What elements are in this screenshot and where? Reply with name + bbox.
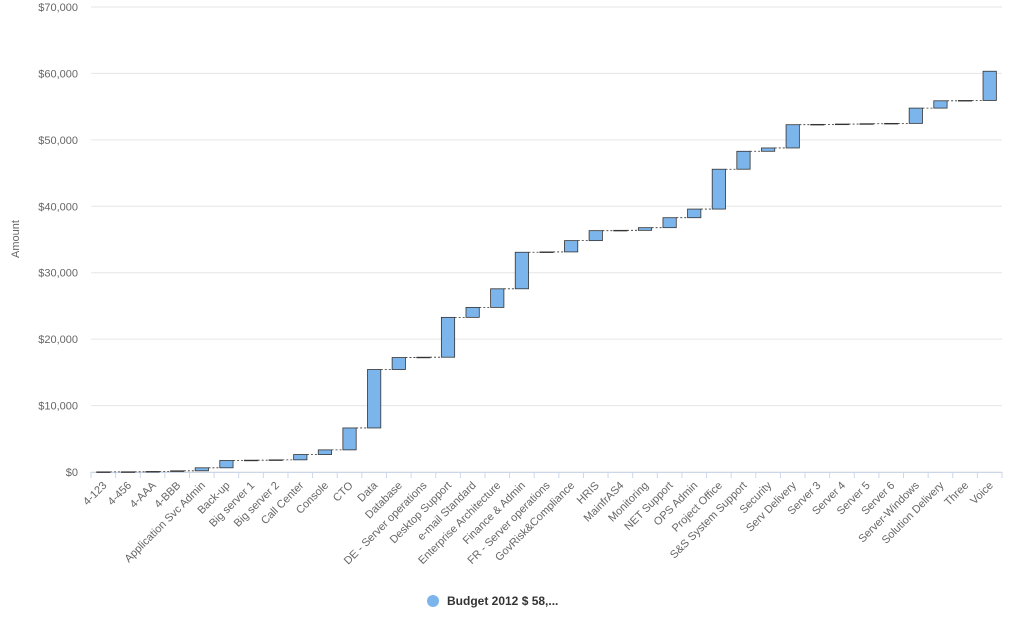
waterfall-bar[interactable] <box>958 100 973 102</box>
bars <box>96 70 997 473</box>
waterfall-bar[interactable] <box>785 124 800 149</box>
x-tick-label: Three <box>942 480 971 509</box>
waterfall-bar[interactable] <box>367 369 382 429</box>
y-tick-label: $0 <box>66 467 78 479</box>
waterfall-bar[interactable] <box>859 123 874 125</box>
y-tick-label: $70,000 <box>38 2 78 14</box>
waterfall-bar[interactable] <box>416 356 431 359</box>
x-tick-label: CTO <box>331 479 356 504</box>
waterfall-bar[interactable] <box>982 70 997 101</box>
waterfall-bar[interactable] <box>145 471 160 473</box>
y-tick-label: $30,000 <box>38 268 78 280</box>
waterfall-bar[interactable] <box>908 107 923 124</box>
waterfall-bar[interactable] <box>194 467 209 472</box>
waterfall-bar[interactable] <box>933 100 948 109</box>
waterfall-bar[interactable] <box>465 306 480 318</box>
waterfall-bar[interactable] <box>514 251 529 290</box>
waterfall-bar[interactable] <box>243 459 259 462</box>
waterfall-bar[interactable] <box>711 168 726 210</box>
waterfall-bar[interactable] <box>810 123 825 126</box>
legend[interactable]: Budget 2012 $ 58,... <box>427 594 558 608</box>
waterfall-bar[interactable] <box>391 357 406 370</box>
legend-label: Budget 2012 $ 58,... <box>447 594 558 608</box>
legend-marker <box>427 595 439 607</box>
waterfall-bar[interactable] <box>317 449 332 455</box>
x-tick-label: 4-123 <box>81 480 109 508</box>
x-tick-label: Voice <box>968 480 996 508</box>
waterfall-bar[interactable] <box>736 150 751 170</box>
gridlines <box>91 6 1002 473</box>
waterfall-bar[interactable] <box>342 427 357 451</box>
waterfall-bar[interactable] <box>539 251 554 253</box>
waterfall-bar[interactable] <box>761 147 776 152</box>
waterfall-bar[interactable] <box>96 471 111 473</box>
waterfall-bar[interactable] <box>120 471 135 473</box>
waterfall-bar[interactable] <box>613 229 628 232</box>
y-tick-label: $20,000 <box>38 334 78 346</box>
y-axis-title: Amount <box>10 220 22 258</box>
waterfall-bar[interactable] <box>588 230 603 242</box>
waterfall-bar[interactable] <box>293 454 308 461</box>
waterfall-bar[interactable] <box>440 316 456 358</box>
y-tick-label: $60,000 <box>38 68 78 80</box>
waterfall-bar[interactable] <box>170 470 185 472</box>
connectors <box>109 100 984 473</box>
waterfall-bar[interactable] <box>219 460 234 469</box>
waterfall-bar[interactable] <box>884 122 899 125</box>
waterfall-bar[interactable] <box>564 240 579 253</box>
waterfall-bar[interactable] <box>637 227 653 231</box>
x-tick-label: 4-AAA <box>128 479 159 510</box>
waterfall-bar[interactable] <box>268 459 283 461</box>
y-axis: $0 $10,000 $20,000 $30,000 $40,000 $50,000 $60… <box>38 2 78 479</box>
y-tick-label: $10,000 <box>38 401 78 413</box>
y-tick-label: $40,000 <box>38 201 78 213</box>
waterfall-bar[interactable] <box>687 208 702 219</box>
waterfall-bar[interactable] <box>834 123 850 126</box>
waterfall-bar[interactable] <box>490 288 505 308</box>
y-tick-label: $50,000 <box>38 135 78 147</box>
waterfall-bar[interactable] <box>662 217 677 229</box>
